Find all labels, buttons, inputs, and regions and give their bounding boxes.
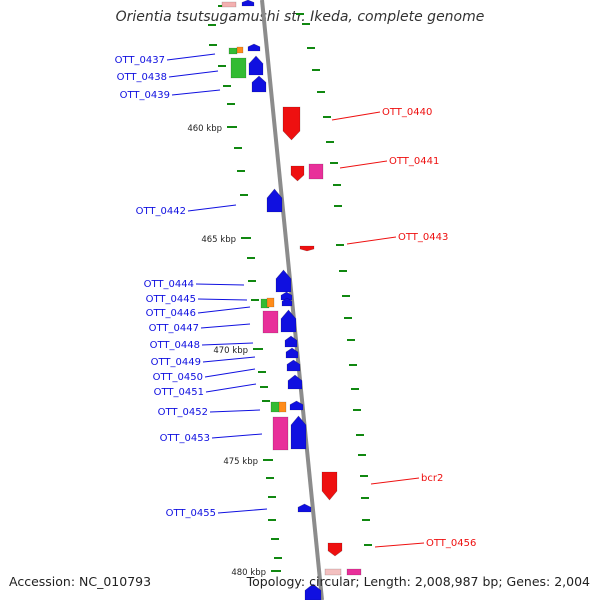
gene-arrow (286, 359, 301, 372)
gene-arrow (346, 568, 362, 576)
gene-arrow (289, 400, 304, 411)
gene-arrow (324, 568, 342, 576)
leader-line (211, 433, 263, 439)
leader-line (195, 283, 245, 286)
gene-label: OTT_0440 (382, 107, 432, 118)
gene-arrow (321, 471, 338, 501)
gene-label: OTT_0447 (149, 323, 199, 334)
gene-arrow (248, 55, 264, 76)
kbp-label: 470 kbp (213, 346, 248, 356)
gene-arrow (241, 0, 255, 7)
gene-label: OTT_0450 (153, 372, 203, 383)
kbp-labels: 460 kbp 465 kbp 470 kbp 475 kbp 480 kbp (187, 124, 266, 578)
kbp-label: 465 kbp (201, 235, 236, 245)
kbp-label: 460 kbp (187, 124, 222, 134)
gene-arrow (327, 542, 343, 557)
gene-features (221, 0, 362, 600)
leader-line (197, 306, 251, 314)
gene-label: OTT_0442 (136, 206, 186, 217)
gene-arrow (272, 416, 289, 451)
leader-line (346, 236, 397, 245)
gene-arrow (297, 503, 312, 513)
leader-line (171, 89, 221, 96)
gene-label: OTT_0452 (158, 407, 208, 418)
gene-arrow (266, 188, 283, 213)
gene-arrow (266, 297, 275, 308)
gene-arrow (275, 269, 292, 293)
gene-arrow (236, 46, 244, 54)
gene-arrow (247, 43, 261, 52)
gene-arrow (230, 57, 247, 79)
summary-text: Topology: circular; Length: 2,008,987 bp… (246, 574, 590, 589)
leader-line (205, 383, 257, 393)
gene-label: OTT_0453 (160, 433, 210, 444)
gene-arrow (281, 297, 293, 307)
leader-line (217, 508, 268, 514)
gene-label: OTT_0441 (389, 156, 439, 167)
gene-label: OTT_0439 (120, 90, 170, 101)
leader-line (339, 160, 388, 169)
gene-label: OTT_0443 (398, 232, 448, 243)
gene-labels: OTT_0437 OTT_0438 OTT_0439 OTT_0442 OTT_0444… (115, 55, 477, 549)
gene-arrow (304, 583, 322, 600)
gene-label: OTT_0438 (117, 72, 167, 83)
leader-line (201, 342, 254, 346)
gene-arrow (308, 163, 324, 180)
label-leaders (166, 53, 425, 548)
gene-label: OTT_0448 (150, 340, 200, 351)
gene-label: OTT_0449 (151, 357, 201, 368)
gene-arrow (287, 374, 303, 390)
gene-arrow (251, 75, 267, 93)
kbp-label: 475 kbp (223, 457, 258, 467)
gene-arrow (221, 1, 237, 8)
map-title: Orientia tsutsugamushi str. Ikeda, compl… (115, 9, 485, 25)
gene-label: OTT_0456 (426, 538, 476, 549)
gene-label: OTT_0444 (144, 279, 194, 290)
kbp-label: 480 kbp (231, 568, 266, 578)
gene-arrow (285, 347, 299, 359)
gene-arrow (290, 415, 307, 450)
gene-label: bcr2 (421, 473, 443, 484)
leader-line (370, 477, 420, 485)
gene-label: OTT_0437 (115, 55, 165, 66)
leader-line (200, 323, 251, 329)
gene-label: OTT_0446 (146, 308, 196, 319)
accession-text: Accession: NC_010793 (9, 574, 152, 589)
gene-arrow (270, 401, 281, 413)
gene-arrow (282, 106, 301, 141)
gene-arrow (290, 165, 305, 182)
gene-label: OTT_0445 (146, 294, 196, 305)
gene-arrow (284, 335, 298, 348)
leader-line (166, 53, 216, 61)
leader-line (331, 111, 381, 121)
gene-arrow (299, 245, 315, 252)
gene-arrow (280, 291, 293, 301)
leader-line (374, 542, 425, 548)
gene-arrow (280, 309, 297, 333)
leader-line (204, 368, 256, 378)
gene-arrow (262, 310, 279, 334)
leader-line (187, 204, 237, 212)
leader-line (197, 298, 248, 301)
leader-line (209, 409, 261, 413)
leader-line (168, 70, 219, 78)
tick-marks (208, 5, 372, 572)
gene-arrow (278, 401, 287, 413)
leader-line (202, 356, 256, 363)
gene-label: OTT_0455 (166, 508, 216, 519)
gene-arrow (228, 47, 238, 55)
gene-label: OTT_0451 (154, 387, 204, 398)
